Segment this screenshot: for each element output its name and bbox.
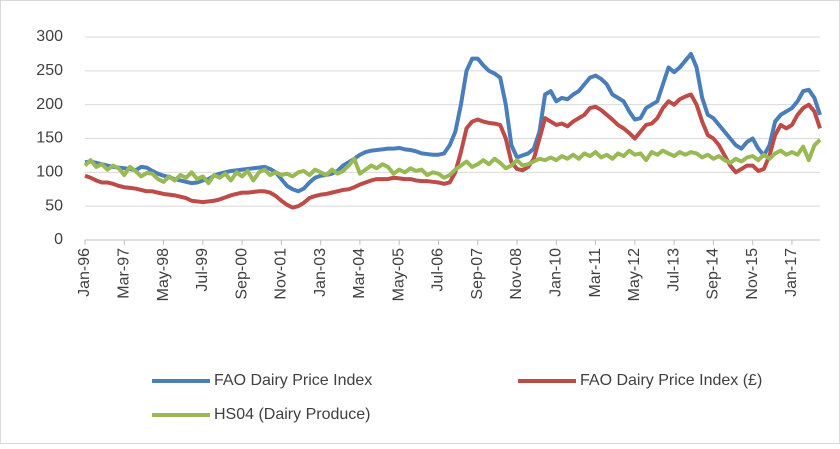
x-tick-label: Mar-11	[587, 248, 604, 298]
y-tick-label: 250	[36, 62, 63, 79]
x-tick-label: Jul-13	[665, 248, 682, 292]
x-tick-label: Jan-17	[783, 248, 800, 297]
x-tick-label: Nov-15	[744, 248, 761, 300]
y-tick-label: 0	[54, 231, 63, 248]
x-tick-label: May-98	[155, 248, 172, 301]
legend-label: FAO Dairy Price Index	[214, 372, 372, 389]
legend-label: FAO Dairy Price Index (£)	[580, 372, 762, 389]
x-tick-label: Jul-99	[194, 248, 211, 292]
y-tick-label: 200	[36, 96, 63, 113]
y-tick-label: 50	[45, 197, 63, 214]
y-tick-label: 100	[36, 164, 63, 181]
x-tick-label: May-05	[390, 248, 407, 301]
x-tick-label: Sep-14	[705, 248, 722, 300]
series-line	[84, 92, 822, 210]
x-tick-label: Jul-06	[430, 248, 447, 292]
x-tick-label: Nov-01	[273, 248, 290, 300]
x-tick-label: Sep-07	[469, 248, 486, 300]
x-tick-label: Mar-97	[115, 248, 132, 299]
legend-label: HS04 (Dairy Produce)	[214, 406, 371, 423]
series-line	[83, 138, 822, 186]
x-tick-label: Mar-04	[351, 248, 368, 299]
x-tick-label: Jan-96	[76, 248, 93, 297]
y-tick-label: 150	[36, 130, 63, 147]
x-tick-label: Jan-10	[548, 248, 565, 297]
x-tick-label: Jan-03	[312, 248, 329, 297]
x-tick-label: May-12	[626, 248, 643, 301]
x-tick-label: Sep-00	[233, 248, 250, 300]
y-tick-label: 300	[36, 28, 63, 45]
x-tick-label: Nov-08	[508, 248, 525, 300]
